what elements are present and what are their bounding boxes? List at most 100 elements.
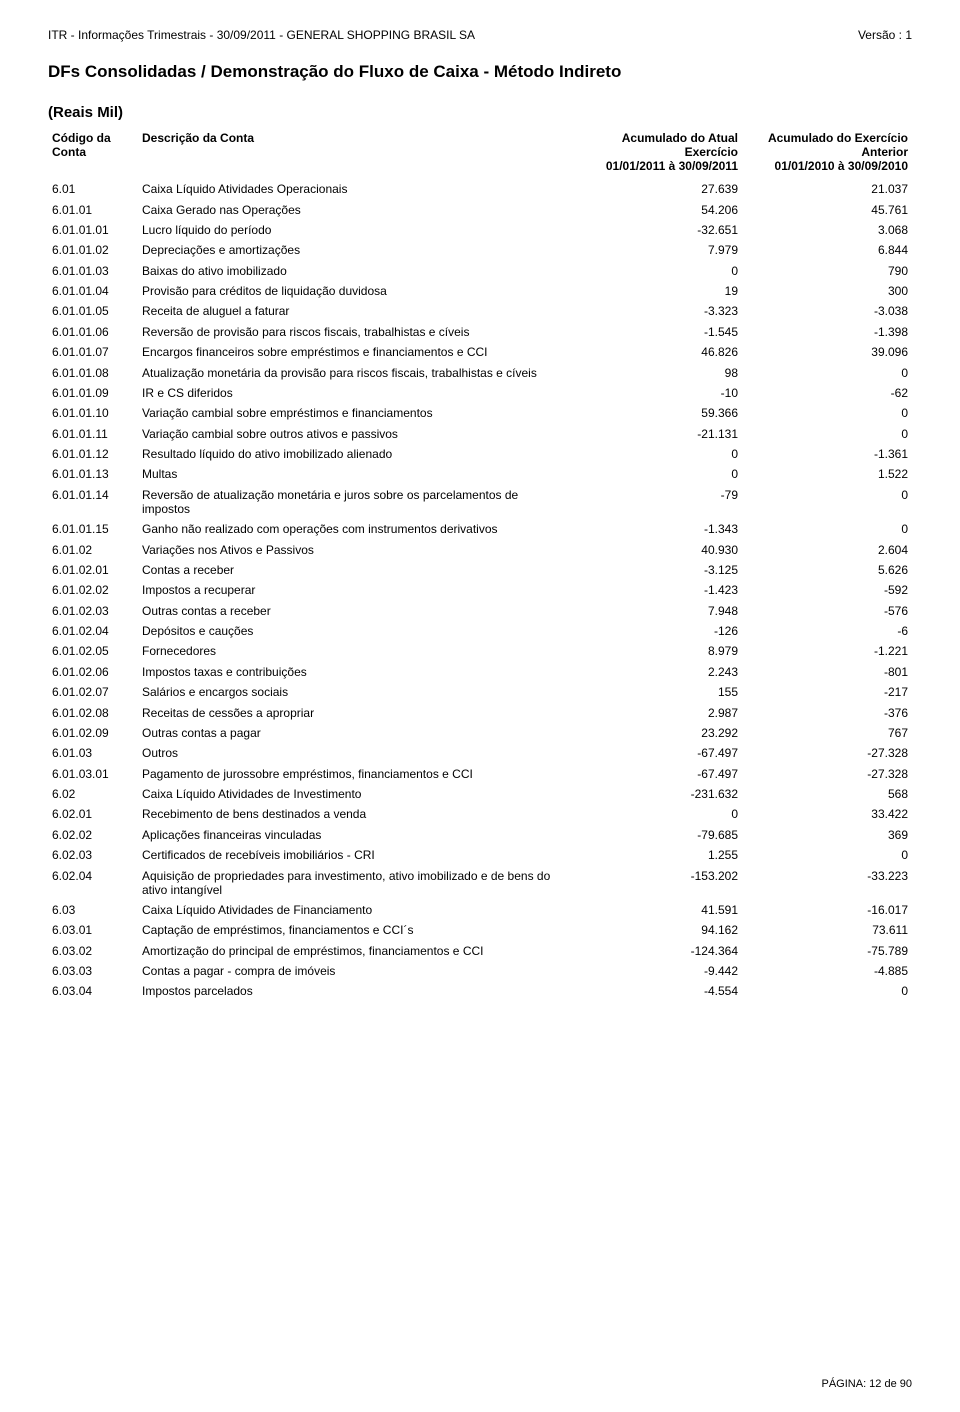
cell-code: 6.03 <box>48 900 138 920</box>
cell-desc: Caixa Gerado nas Operações <box>138 199 572 219</box>
cell-prev: -75.789 <box>742 941 912 961</box>
cell-code: 6.02.02 <box>48 825 138 845</box>
cell-code: 6.01.01.14 <box>48 485 138 519</box>
cell-prev: 568 <box>742 784 912 804</box>
header-left: ITR - Informações Trimestrais - 30/09/20… <box>48 28 475 42</box>
cell-code: 6.01.01.03 <box>48 261 138 281</box>
cell-prev: 0 <box>742 981 912 1001</box>
cell-desc: Caixa Líquido Atividades de Financiament… <box>138 900 572 920</box>
cell-prev: 0 <box>742 403 912 423</box>
cell-current: -67.497 <box>572 743 742 763</box>
col-current-header-line2: Exercício <box>685 145 738 159</box>
cell-code: 6.01.01.15 <box>48 519 138 539</box>
cell-prev: -6 <box>742 621 912 641</box>
col-code-header: Código da Conta <box>48 129 138 179</box>
cell-current: 0 <box>572 261 742 281</box>
table-row: 6.03Caixa Líquido Atividades de Financia… <box>48 900 912 920</box>
cell-prev: -1.398 <box>742 322 912 342</box>
cell-current: 2.987 <box>572 702 742 722</box>
cashflow-table: Código da Conta Descrição da Conta Acumu… <box>48 129 912 1002</box>
cell-desc: Atualização monetária da provisão para r… <box>138 362 572 382</box>
cell-prev: 0 <box>742 845 912 865</box>
cell-prev: 300 <box>742 281 912 301</box>
table-row: 6.01.01.09IR e CS diferidos-10-62 <box>48 383 912 403</box>
cell-current: 59.366 <box>572 403 742 423</box>
cell-desc: Aplicações financeiras vinculadas <box>138 825 572 845</box>
table-row: 6.01.02.04Depósitos e cauções-126-6 <box>48 621 912 641</box>
cell-current: -79 <box>572 485 742 519</box>
cell-current: -32.651 <box>572 220 742 240</box>
cell-prev: 2.604 <box>742 539 912 559</box>
cell-prev: -376 <box>742 702 912 722</box>
col-prev-header-line3: 01/01/2010 à 30/09/2010 <box>775 159 908 173</box>
col-code-header-line1: Código da <box>52 131 111 145</box>
col-current-header-line1: Acumulado do Atual <box>622 131 738 145</box>
cell-desc: Caixa Líquido Atividades de Investimento <box>138 784 572 804</box>
page-footer: PÁGINA: 12 de 90 <box>822 1378 913 1390</box>
table-row: 6.01.02.08Receitas de cessões a apropria… <box>48 702 912 722</box>
table-row: 6.02.03Certificados de recebíveis imobil… <box>48 845 912 865</box>
cell-prev: 767 <box>742 723 912 743</box>
cell-desc: Lucro líquido do período <box>138 220 572 240</box>
cell-desc: Recebimento de bens destinados a venda <box>138 804 572 824</box>
col-current-header: Acumulado do Atual Exercício 01/01/2011 … <box>572 129 742 179</box>
table-row: 6.01.02.07Salários e encargos sociais155… <box>48 682 912 702</box>
cell-desc: Ganho não realizado com operações com in… <box>138 519 572 539</box>
cell-current: -4.554 <box>572 981 742 1001</box>
table-row: 6.01.02.02Impostos a recuperar-1.423-592 <box>48 580 912 600</box>
cell-code: 6.02 <box>48 784 138 804</box>
cell-prev: 39.096 <box>742 342 912 362</box>
cell-current: 0 <box>572 444 742 464</box>
cell-code: 6.01.01.10 <box>48 403 138 423</box>
cell-current: 94.162 <box>572 920 742 940</box>
table-row: 6.02Caixa Líquido Atividades de Investim… <box>48 784 912 804</box>
col-prev-header-line2: Anterior <box>861 145 908 159</box>
cell-code: 6.01.01.04 <box>48 281 138 301</box>
cell-current: 155 <box>572 682 742 702</box>
page-header: ITR - Informações Trimestrais - 30/09/20… <box>48 28 912 42</box>
cell-code: 6.01.02.02 <box>48 580 138 600</box>
cell-prev: 0 <box>742 519 912 539</box>
cell-current: 40.930 <box>572 539 742 559</box>
cell-desc: Impostos taxas e contribuições <box>138 662 572 682</box>
cell-desc: Variações nos Ativos e Passivos <box>138 539 572 559</box>
cell-current: -126 <box>572 621 742 641</box>
cell-prev: -16.017 <box>742 900 912 920</box>
table-row: 6.01.01.01Lucro líquido do período-32.65… <box>48 220 912 240</box>
cell-code: 6.01.01.07 <box>48 342 138 362</box>
cell-prev: 3.068 <box>742 220 912 240</box>
cell-code: 6.01.02.01 <box>48 560 138 580</box>
cell-code: 6.01.01.09 <box>48 383 138 403</box>
cell-code: 6.01.01.13 <box>48 464 138 484</box>
cell-desc: Provisão para créditos de liquidação duv… <box>138 281 572 301</box>
cell-prev: -27.328 <box>742 764 912 784</box>
table-row: 6.03.01Captação de empréstimos, financia… <box>48 920 912 940</box>
cell-prev: -4.885 <box>742 961 912 981</box>
cell-current: 23.292 <box>572 723 742 743</box>
cell-desc: Aquisição de propriedades para investime… <box>138 865 572 899</box>
cell-code: 6.01.02.09 <box>48 723 138 743</box>
cell-code: 6.01 <box>48 179 138 199</box>
cell-current: -3.125 <box>572 560 742 580</box>
table-row: 6.01.01.03Baixas do ativo imobilizado079… <box>48 261 912 281</box>
cell-desc: Receita de aluguel a faturar <box>138 301 572 321</box>
cell-code: 6.01.02.06 <box>48 662 138 682</box>
cell-desc: Reversão de atualização monetária e juro… <box>138 485 572 519</box>
cell-code: 6.03.02 <box>48 941 138 961</box>
col-prev-header: Acumulado do Exercício Anterior 01/01/20… <box>742 129 912 179</box>
table-row: 6.01.01.15Ganho não realizado com operaç… <box>48 519 912 539</box>
cell-code: 6.02.01 <box>48 804 138 824</box>
cell-desc: Contas a pagar - compra de imóveis <box>138 961 572 981</box>
cell-desc: Outras contas a pagar <box>138 723 572 743</box>
table-row: 6.01.02.01Contas a receber-3.1255.626 <box>48 560 912 580</box>
cell-current: 19 <box>572 281 742 301</box>
cell-code: 6.01.01.08 <box>48 362 138 382</box>
cell-desc: Variação cambial sobre empréstimos e fin… <box>138 403 572 423</box>
table-row: 6.01.01.05Receita de aluguel a faturar-3… <box>48 301 912 321</box>
cell-prev: 790 <box>742 261 912 281</box>
cell-current: -21.131 <box>572 424 742 444</box>
cell-desc: Depreciações e amortizações <box>138 240 572 260</box>
cell-code: 6.01.03.01 <box>48 764 138 784</box>
cell-current: 7.948 <box>572 601 742 621</box>
cell-desc: Amortização do principal de empréstimos,… <box>138 941 572 961</box>
